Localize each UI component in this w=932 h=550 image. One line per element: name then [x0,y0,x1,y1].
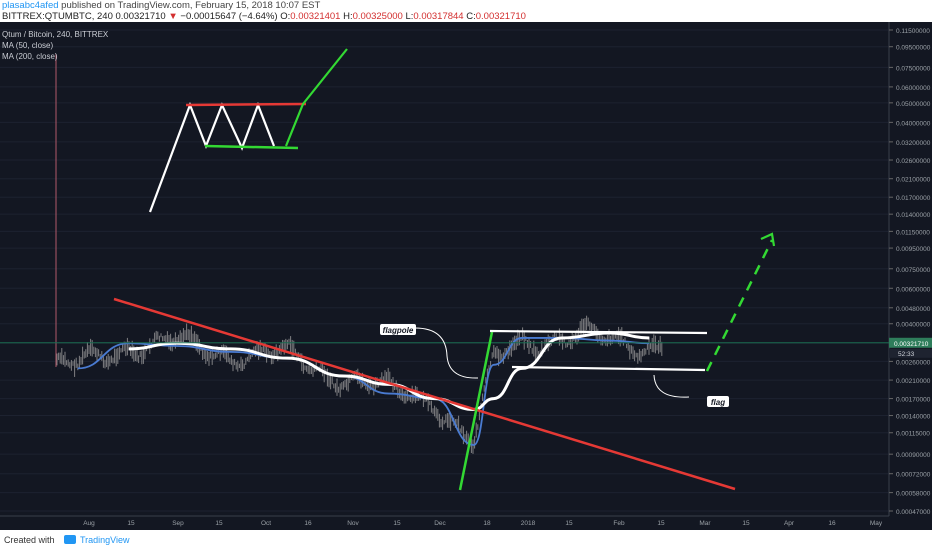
low-value: 0.00317844 [413,11,464,22]
down-arrow-icon: ▼ [168,11,178,22]
price-change: −0.00015647 (−4.64%) [180,11,278,22]
symbol-label: BITTREX:QTUMBTC, 240 [2,11,113,22]
descending-trendline [113,297,736,491]
price-tick-label: 0.00058000 [896,491,931,498]
price-tick-label: 0.00400000 [896,322,931,329]
price-tick-label: 0.02600000 [896,158,931,165]
price-tick-label: 0.00090000 [896,452,931,459]
time-tick-label: Sep [172,520,184,527]
close-label: C: [466,11,476,22]
created-with-text: Created with [4,535,55,545]
close-value: 0.00321710 [475,11,526,22]
price-tick-label: 0.09500000 [896,45,931,52]
countdown-badge [889,348,932,358]
price-tick-label: 0.00260000 [896,359,931,366]
price-tick-label: 0.01700000 [896,195,931,202]
current-price-badge-text: 0.00321710 [894,341,929,348]
schematic-breakout-line [284,48,348,147]
price-tick-label: 0.11500000 [896,28,930,35]
time-tick-label: Nov [347,520,359,527]
time-tick-label: 15 [215,520,223,527]
schematic-support-line [204,144,299,150]
price-tick-label: 0.02100000 [896,177,931,184]
price-tick-label: 0.00072000 [896,472,931,479]
price-tick-label: 0.01400000 [896,212,931,219]
time-tick-label: Apr [784,520,795,527]
tradingview-brand[interactable]: TradingView [80,535,130,545]
time-tick-label: Feb [613,520,625,527]
flagpole-label: flagpole [383,326,414,335]
open-label: O: [280,11,291,22]
time-tick-label: Aug [83,520,95,527]
breakout-arrow-icon [760,232,776,247]
price-tick-label: 0.00115000 [896,431,930,438]
username-link[interactable]: plasabc4afed [2,0,59,11]
price-tick-label: 0.06000000 [896,85,931,92]
flagpole-callout-line [414,327,479,379]
time-tick-label: 18 [483,520,491,527]
schematic-resistance-line [185,102,307,107]
footer: Created with TradingView [0,530,932,550]
price-tick-label: 0.00600000 [896,286,931,293]
time-tick-label: 15 [565,520,573,527]
flag-lower-line [511,365,706,372]
price-tick-label: 0.00170000 [896,397,931,404]
current-price-badge [889,337,932,348]
flagpole-line [458,331,494,491]
last-price: 0.00321710 [115,11,166,22]
price-axis: 0.11500000 0.09500000 0.07500000 0.06000000… [888,22,931,516]
time-tick-label: 16 [828,520,836,527]
time-tick-label: Mar [699,520,711,527]
chart-background [0,22,932,530]
time-tick-label: 15 [127,520,135,527]
price-tick-label: 0.01150000 [896,229,930,236]
publish-line: plasabc4afed published on TradingView.co… [2,0,320,11]
chart-header: plasabc4afed published on TradingView.co… [0,0,932,22]
price-tick-label: 0.00480000 [896,306,931,313]
low-label: L: [405,11,414,22]
ma50-line [77,337,650,446]
open-value: 0.00321401 [290,11,341,22]
price-tick-label: 0.00140000 [896,414,931,421]
flag-label-box [707,396,729,407]
time-axis: Aug 15 Sep 15 Oct 16 Nov 15 Dec 18 2018 15 Feb 15 Mar 1… [0,515,889,527]
price-tick-label: 0.00950000 [896,246,931,253]
price-chart[interactable]: 0.11500000 0.09500000 0.07500000 0.06000000… [0,22,932,530]
time-tick-label: 15 [742,520,750,527]
tradingview-logo-icon [64,535,76,544]
time-tick-label: 15 [657,520,665,527]
high-value: 0.00325000 [352,11,403,22]
price-tick-label: 0.00750000 [896,267,931,274]
grid-lines [0,29,889,512]
flag-label: flag [711,398,725,407]
price-tick-label: 0.00047000 [896,509,931,516]
flag-callout-line [653,374,690,398]
flagpole-label-box [380,324,416,335]
price-tick-label: 0.04000000 [896,120,931,127]
ohlc-line: BITTREX:QTUMBTC, 240 0.00321710 ▼ −0.000… [2,11,526,22]
breakout-projection-line [705,239,774,372]
price-tick-label: 0.00210000 [896,378,931,385]
flag-upper-line [489,329,708,335]
high-label: H: [343,11,353,22]
time-tick-label: 2018 [521,520,536,527]
countdown-badge-text: 52:33 [898,351,915,358]
time-tick-label: 15 [393,520,401,527]
time-tick-label: 16 [304,520,312,527]
time-tick-label: Dec [434,520,446,527]
price-tick-label: 0.05000000 [896,101,931,108]
time-tick-label: May [870,520,883,527]
published-text: published on TradingView.com, February 1… [61,0,321,11]
price-tick-label: 0.03200000 [896,140,931,147]
ma200-line [128,331,650,412]
chart-area[interactable]: 0.11500000 0.09500000 0.07500000 0.06000000… [0,22,932,530]
time-tick-label: Oct [261,520,271,527]
price-tick-label: 0.07500000 [896,65,931,72]
